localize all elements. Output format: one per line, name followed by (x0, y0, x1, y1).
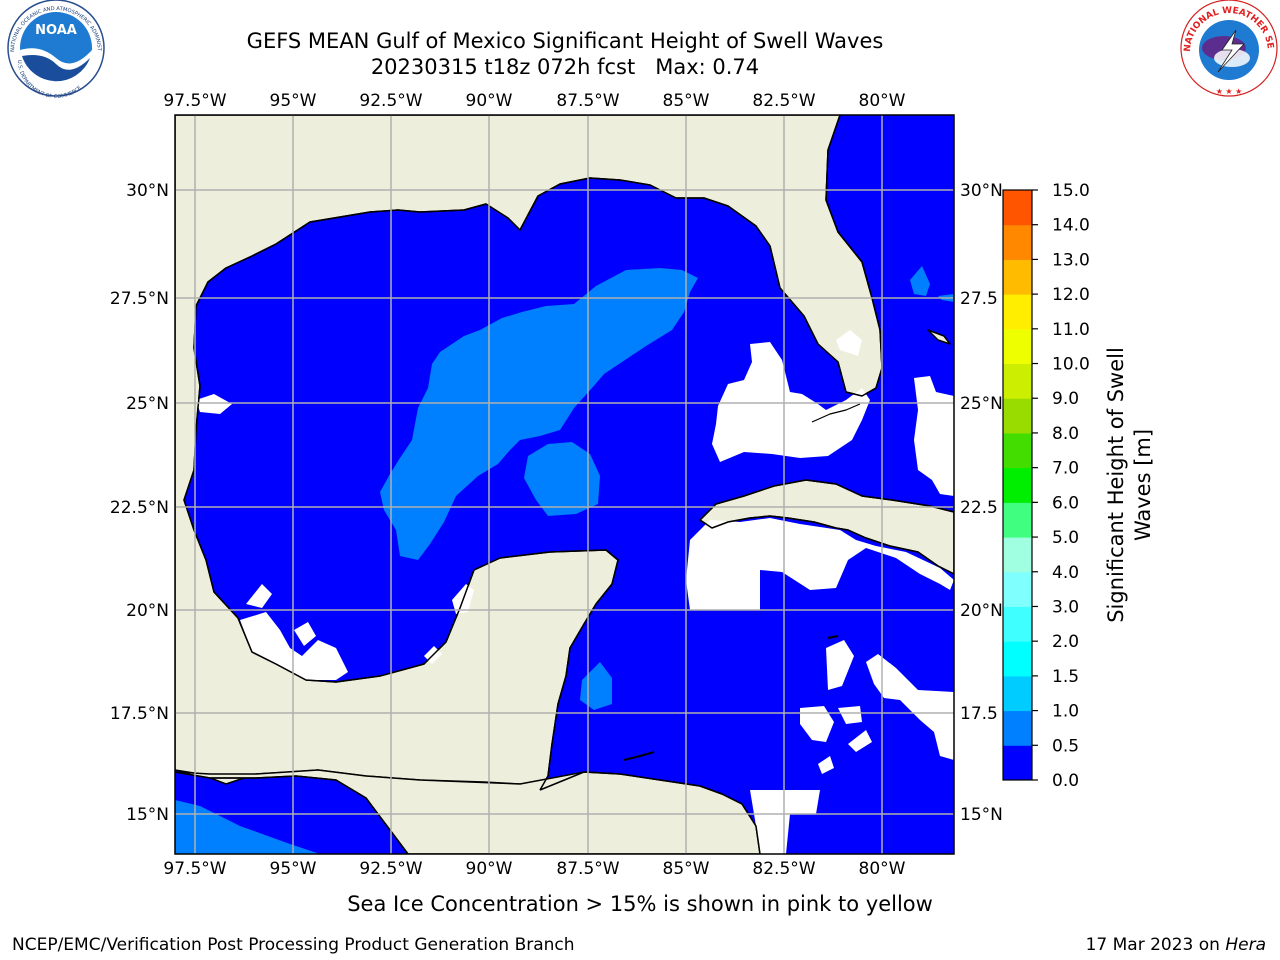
colorbar-tick-label: 0.0 (1052, 771, 1079, 791)
colorbar-segment (1003, 606, 1032, 642)
colorbar-segment (1003, 641, 1032, 677)
lon-label-top: 90°W (466, 91, 513, 111)
lon-label-top: 82.5°W (752, 91, 815, 111)
colorbar-segment (1003, 398, 1032, 434)
nws-star-icon: ★ ★ ★ (1216, 87, 1243, 96)
lat-label-right: 17.5 (960, 704, 998, 724)
lat-label-left: 22.5°N (110, 498, 169, 518)
colorbar-segment (1003, 537, 1032, 573)
colorbar-segment (1003, 502, 1032, 538)
colorbar-segment (1003, 224, 1032, 260)
footer-host: Hera (1225, 935, 1266, 955)
chart-title: GEFS MEAN Gulf of Mexico Significant Hei… (247, 29, 884, 53)
colorbar-tick-label: 14.0 (1052, 216, 1090, 236)
lat-label-left: 30°N (126, 181, 169, 201)
lat-label-right: 27.5 (960, 289, 998, 309)
lon-label-top: 92.5°W (359, 91, 422, 111)
footer-date: 17 Mar 2023 on (1086, 935, 1226, 955)
colorbar-label-line2: Waves [m] (1131, 429, 1155, 541)
colorbar-tick-label: 9.0 (1052, 389, 1079, 409)
lon-label-bottom: 82.5°W (752, 859, 815, 879)
colorbar-tick-label: 6.0 (1052, 493, 1079, 513)
noaa-logo: NOAA NATIONAL OCEANIC AND ATMOSPHERIC AD… (0, 0, 105, 100)
colorbar-segment (1003, 294, 1032, 330)
lon-label-bottom: 90°W (466, 859, 513, 879)
land (175, 115, 954, 854)
lat-label-right: 20°N (960, 601, 1003, 621)
lat-label-right: 15°N (960, 805, 1003, 825)
lat-label-right: 30°N (960, 181, 1003, 201)
lat-labels-right: 30°N 27.5 25°N 22.5 20°N 17.5 15°N (960, 181, 1003, 825)
colorbar-tick-label: 11.0 (1052, 320, 1090, 340)
lat-label-right: 25°N (960, 394, 1003, 414)
colorbar-tick-label: 5.0 (1052, 528, 1079, 548)
lon-label-bottom: 85°W (663, 859, 710, 879)
colorbar: 0.0 0.5 1.0 1.5 2.0 3.0 4.0 5.0 6.0 7.0 8.0 9.0 10.0… (1002, 181, 1090, 791)
colorbar-segment (1003, 328, 1032, 365)
lat-label-left: 15°N (126, 805, 169, 825)
colorbar-segment (1003, 571, 1032, 607)
lon-label-bottom: 87.5°W (556, 859, 619, 879)
colorbar-tick-label: 3.0 (1052, 597, 1079, 617)
lat-label-left: 17.5°N (110, 704, 169, 724)
lon-label-top: 95°W (270, 91, 317, 111)
colorbar-tick-label: 10.0 (1052, 355, 1090, 375)
colorbar-tick-label: 7.0 (1052, 459, 1079, 479)
lon-label-bottom: 97.5°W (163, 859, 226, 879)
chart-subtitle: 20230315 t18z 072h fcst Max: 0.74 (371, 55, 759, 79)
colorbar-segment (1003, 190, 1032, 226)
colorbar-frame (1002, 189, 1033, 781)
colorbar-tick-label: 15.0 (1052, 181, 1090, 201)
colorbar-tick-label: 0.5 (1052, 736, 1079, 756)
colorbar-segment (1003, 675, 1032, 712)
footer-left: NCEP/EMC/Verification Post Processing Pr… (12, 935, 575, 955)
lat-label-left: 25°N (126, 394, 169, 414)
lon-label-top: 85°W (663, 91, 710, 111)
lon-labels-bottom: 97.5°W 95°W 92.5°W 90°W 87.5°W 85°W 82.5°W 80°W (163, 859, 905, 879)
lon-label-top: 80°W (859, 91, 906, 111)
colorbar-segment (1003, 467, 1032, 503)
colorbar-segment (1003, 745, 1032, 781)
lon-label-bottom: 92.5°W (359, 859, 422, 879)
lat-label-left: 20°N (126, 601, 169, 621)
sea-ice-caption: Sea Ice Concentration > 15% is shown in … (347, 892, 933, 916)
map-frame (174, 114, 955, 855)
colorbar-label-line1: Significant Height of Swell (1104, 347, 1128, 623)
land-bahamas (927, 329, 951, 345)
lon-label-bottom: 95°W (270, 859, 317, 879)
colorbar-tick-label: 13.0 (1052, 250, 1090, 270)
no-data-areas (196, 330, 954, 854)
lon-label-bottom: 80°W (859, 859, 906, 879)
footer-right: 17 Mar 2023 on Hera (1086, 935, 1266, 955)
lon-label-top: 87.5°W (556, 91, 619, 111)
colorbar-tick-label: 1.0 (1052, 702, 1079, 722)
coastline (175, 115, 954, 854)
graticule (175, 115, 954, 854)
lat-label-left: 27.5°N (110, 289, 169, 309)
lon-label-top: 97.5°W (163, 91, 226, 111)
map-panel (175, 115, 954, 854)
colorbar-tick-label: 12.0 (1052, 285, 1090, 305)
noaa-logo-text: NOAA (35, 23, 77, 38)
colorbar-tick-label: 4.0 (1052, 563, 1079, 583)
colorbar-segment (1003, 432, 1032, 469)
lat-labels-left: 30°N 27.5°N 25°N 22.5°N 20°N 17.5°N 15°N (110, 181, 169, 825)
colorbar-segment (1003, 363, 1032, 399)
lat-label-right: 22.5 (960, 498, 998, 518)
colorbar-tick-label: 2.0 (1052, 632, 1079, 652)
lon-labels-top: 97.5°W 95°W 92.5°W 90°W 87.5°W 85°W 82.5°W 80°W (163, 91, 905, 111)
colorbar-tick-label: 8.0 (1052, 424, 1079, 444)
colorbar-segment (1003, 710, 1032, 746)
colorbar-tick-label: 1.5 (1052, 667, 1079, 687)
colorbar-segment (1003, 259, 1032, 295)
